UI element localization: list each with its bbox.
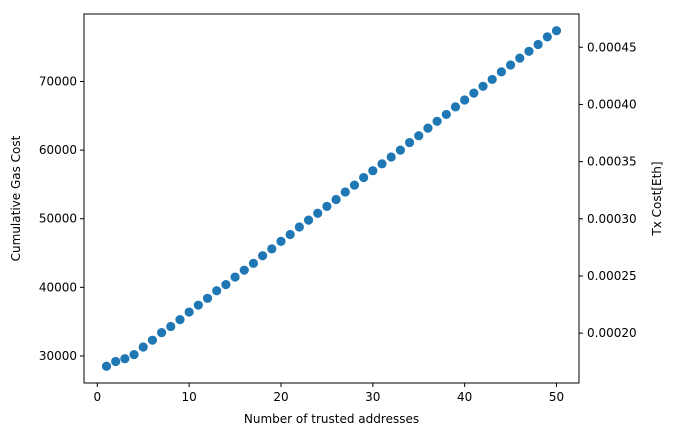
data-point — [193, 300, 203, 310]
data-point — [450, 102, 461, 112]
data-point — [175, 314, 185, 325]
data-point — [441, 109, 451, 120]
data-point — [267, 244, 277, 254]
data-point — [487, 74, 497, 85]
y2-tick-label: 0.00035 — [587, 155, 637, 169]
data-point — [505, 60, 516, 70]
data-point — [349, 180, 360, 190]
y-tick-label: 40000 — [39, 280, 77, 294]
data-point — [340, 187, 350, 197]
y2-tick-label: 0.00030 — [587, 212, 637, 226]
data-point — [101, 361, 112, 371]
data-point — [386, 152, 396, 162]
y2-tick-label: 0.00040 — [587, 97, 637, 111]
data-point — [478, 81, 488, 91]
data-point — [496, 67, 506, 77]
data-point — [239, 265, 249, 275]
data-point — [423, 123, 433, 133]
data-point — [460, 95, 470, 105]
data-point — [111, 356, 121, 367]
data-point — [322, 201, 332, 211]
data-point — [395, 145, 405, 155]
data-point — [331, 194, 341, 205]
y2-tick-label: 0.00020 — [587, 326, 637, 340]
data-point — [542, 32, 552, 42]
data-point — [285, 229, 295, 240]
x-tick-label: 10 — [182, 390, 197, 404]
data-point — [166, 321, 176, 332]
x-axis: 0 10 20 30 40 50 — [93, 383, 564, 404]
data-point — [129, 349, 139, 360]
y-tick-label: 50000 — [39, 212, 77, 226]
y-tick-label: 60000 — [39, 143, 77, 157]
x-tick-label: 0 — [93, 390, 101, 404]
data-point — [230, 272, 240, 282]
x-tick-label: 20 — [273, 390, 288, 404]
data-point — [221, 279, 231, 290]
y2-axis-label: Tx Cost[Eth] — [650, 161, 664, 236]
data-point — [551, 26, 562, 36]
data-point — [533, 39, 543, 50]
data-point — [524, 46, 534, 56]
x-tick-label: 40 — [457, 390, 472, 404]
y-tick-label: 70000 — [39, 74, 77, 88]
data-point — [303, 215, 314, 225]
data-point — [294, 222, 304, 232]
data-point — [404, 137, 415, 148]
data-point — [157, 328, 167, 338]
data-point — [258, 251, 268, 261]
data-point — [515, 53, 525, 63]
data-point — [138, 342, 148, 352]
data-point — [202, 293, 213, 303]
data-point — [248, 258, 259, 268]
data-point — [120, 354, 130, 364]
y2-tick-label: 0.00045 — [587, 40, 637, 54]
data-point — [276, 236, 286, 246]
data-point — [368, 166, 378, 176]
data-point — [147, 335, 158, 345]
x-axis-label: Number of trusted addresses — [244, 412, 419, 426]
y-axis-label: Cumulative Gas Cost — [9, 135, 23, 261]
data-point — [432, 116, 442, 126]
y2-tick-label: 0.00025 — [587, 269, 637, 283]
data-point — [414, 131, 424, 141]
x-tick-label: 30 — [365, 390, 380, 404]
data-point — [359, 172, 369, 183]
data-point — [212, 286, 222, 296]
axes-frame — [83, 13, 580, 384]
y-axis-right: 0.00020 0.00025 0.00030 0.00035 0.00040 0.000… — [579, 40, 637, 340]
x-tick-label: 50 — [549, 390, 564, 404]
plot-area — [101, 26, 562, 371]
data-point — [184, 307, 194, 317]
data-point — [377, 159, 387, 169]
y-tick-label: 30000 — [39, 349, 77, 363]
data-point — [469, 88, 479, 98]
y-axis-left: 30000 40000 50000 60000 70000 — [39, 74, 84, 363]
data-point — [313, 208, 323, 218]
